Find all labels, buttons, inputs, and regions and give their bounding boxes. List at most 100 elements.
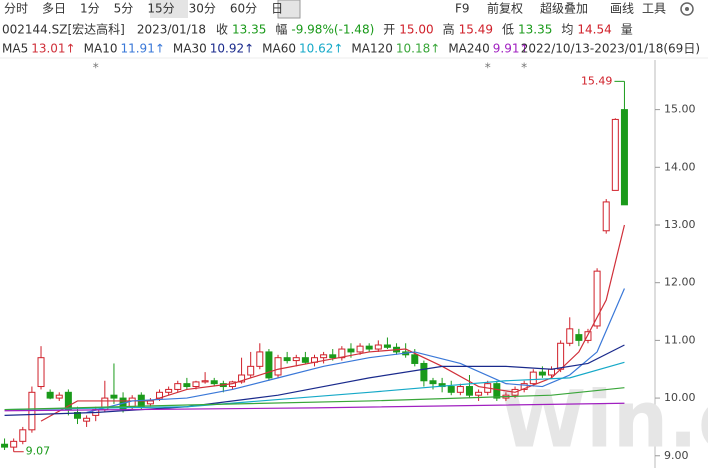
info-value: 15.49 — [459, 23, 493, 37]
candle-body — [548, 368, 556, 376]
candle-body — [529, 371, 537, 385]
legend-value: 11.91↑ — [120, 42, 164, 56]
candle-body — [256, 351, 264, 367]
candle-body — [247, 365, 255, 376]
tab-selected — [277, 0, 301, 19]
event-marker: * — [521, 61, 527, 75]
legend-name: MA60 — [262, 42, 296, 56]
candle-body — [557, 342, 565, 370]
tool[interactable]: 前复权 — [487, 1, 523, 16]
candle-body — [347, 348, 355, 353]
event-marker: * — [93, 61, 99, 75]
candle-body — [520, 383, 528, 390]
info-value: 15.00 — [399, 23, 433, 37]
candle-body — [465, 386, 473, 396]
candle-body — [374, 344, 382, 350]
info-label: 低 — [502, 23, 514, 37]
ma-line — [4, 402, 625, 412]
candle-body — [128, 397, 136, 408]
candle-body — [593, 270, 601, 327]
tool[interactable]: F9 — [455, 2, 470, 16]
info-value: 13.35 — [232, 23, 266, 37]
legend-name: MA10 — [84, 42, 118, 56]
info-label: 幅 — [275, 22, 287, 37]
ma-line — [4, 361, 625, 411]
candle-body — [356, 345, 364, 353]
y-tick-label: 13.00 — [664, 218, 696, 231]
info-value: 14.54 — [577, 23, 611, 37]
annotation: 15.49 — [581, 74, 613, 87]
y-tick-label: 9.00 — [664, 449, 689, 462]
legend-value: 9.91↑ — [493, 42, 530, 56]
candle-body — [475, 391, 483, 396]
candle-body — [584, 331, 592, 341]
candle-body — [174, 383, 182, 390]
candle-body — [620, 109, 628, 206]
symbol: 002144.SZ[宏达高科] — [2, 22, 125, 37]
settings-icon[interactable] — [680, 2, 694, 16]
legend-value: 10.62↑ — [299, 42, 343, 56]
tab[interactable]: 15分 — [147, 2, 174, 16]
candle-body — [301, 357, 309, 363]
candle-body — [183, 383, 191, 388]
y-tick-label: 10.00 — [664, 391, 696, 404]
candle-body — [274, 357, 282, 376]
date: 2023/01/18 — [137, 23, 206, 37]
info-value: 13.35 — [518, 23, 552, 37]
candle-body — [456, 386, 464, 393]
tool[interactable]: 画线 — [610, 2, 634, 16]
candle-body — [37, 357, 45, 388]
tab[interactable]: 30分 — [189, 2, 216, 16]
candle-body — [420, 362, 428, 382]
candle-body — [83, 417, 91, 422]
candle-body — [283, 357, 291, 362]
legend-value: 13.01↑ — [31, 42, 75, 56]
ma-line — [86, 288, 625, 414]
tab[interactable]: 60分 — [230, 2, 257, 16]
candle-body — [365, 345, 373, 350]
y-tick-label: 11.00 — [664, 333, 696, 346]
candle-body — [19, 429, 27, 442]
tab[interactable]: 分时 — [4, 2, 28, 16]
legend-name: MA5 — [2, 42, 28, 56]
candle-body — [566, 328, 574, 344]
info-label: 开 — [383, 23, 395, 37]
tab-highlight — [150, 0, 188, 18]
candle-body — [383, 344, 391, 348]
info-label: 均 — [561, 23, 573, 37]
info-label: 量 — [621, 23, 633, 37]
legend-name: MA30 — [173, 42, 207, 56]
candle-body — [210, 380, 218, 385]
tab[interactable]: 5分 — [114, 2, 134, 16]
candle-body — [110, 394, 118, 399]
event-marker: * — [485, 61, 491, 75]
tab[interactable]: 日 — [271, 2, 283, 16]
tool[interactable]: 工具 — [642, 2, 666, 16]
y-tick-label: 15.00 — [664, 103, 696, 116]
info-label: 高 — [443, 22, 455, 37]
ma-line — [4, 387, 625, 411]
candle-body — [55, 394, 63, 399]
candle-body — [10, 440, 18, 448]
candle-body — [602, 201, 610, 232]
candle-body — [611, 118, 619, 191]
candle-body — [493, 383, 501, 399]
candle-body — [292, 357, 300, 362]
info-value: -9.98%(-1.48) — [291, 23, 374, 37]
annotation: 9.07 — [26, 445, 51, 458]
candle-body — [429, 380, 437, 385]
y-tick-label: 14.00 — [664, 160, 696, 173]
candle-body — [192, 381, 200, 388]
candle-body — [165, 388, 173, 393]
tab[interactable]: 1分 — [80, 2, 100, 16]
candle-body — [201, 380, 209, 383]
info-label: 收 — [216, 23, 228, 37]
tool[interactable]: 超级叠加 — [540, 1, 588, 16]
candle-body — [46, 391, 54, 399]
tab[interactable]: 多日 — [42, 2, 66, 16]
date-range: 2022/10/13-2023/01/18(69日) — [521, 42, 700, 56]
legend-value: 10.18↑ — [396, 42, 440, 56]
candle-body — [265, 351, 273, 379]
candle-body — [329, 354, 337, 359]
